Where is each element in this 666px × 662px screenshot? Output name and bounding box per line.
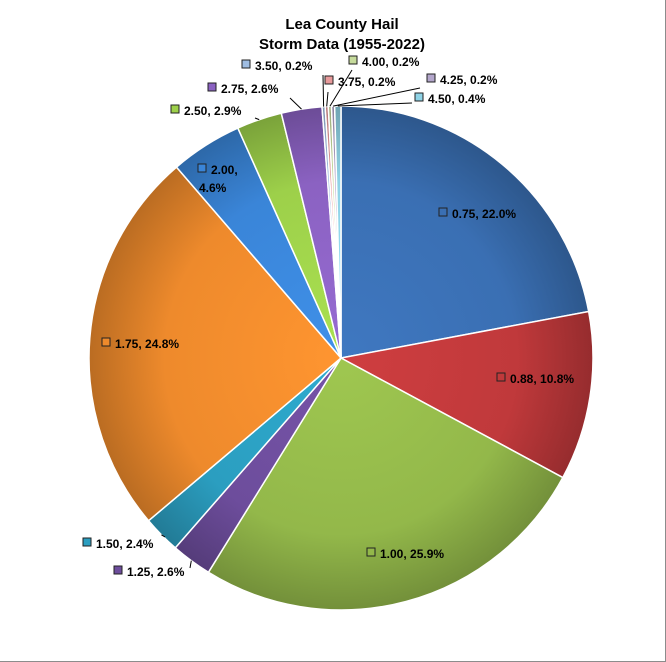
- data-label-2.75: 2.75, 2.6%: [207, 82, 279, 96]
- data-label-4.25: 4.25, 0.2%: [426, 73, 498, 87]
- label-text-1.25: 1.25, 2.6%: [127, 565, 185, 579]
- leader-line-4.25: [332, 87, 421, 107]
- slice-0.75: [340, 105, 590, 359]
- legend-key-1.25: [113, 565, 123, 575]
- chart-title: Lea County Hail: [285, 16, 398, 33]
- data-label-4.00: 4.00, 0.2%: [348, 55, 420, 69]
- leader-line-2.50: [254, 117, 260, 121]
- label-text-1.50: 1.50, 2.4%: [96, 537, 154, 551]
- legend-key-4.25: [426, 73, 436, 83]
- label-text-0.88: 0.88, 10.8%: [510, 372, 574, 386]
- leader-line-4.50: [337, 102, 413, 107]
- label-text-2.50: 2.50, 2.9%: [184, 104, 242, 118]
- leader-line-1.25: [189, 560, 192, 569]
- label-text-4.50: 4.50, 0.4%: [428, 92, 486, 106]
- data-label-1.50: 1.50, 2.4%: [82, 537, 154, 551]
- legend-key-1.50: [82, 537, 92, 547]
- slice-1.75: [88, 166, 343, 522]
- label-text-4.25: 4.25, 0.2%: [440, 73, 498, 87]
- slice-0.88: [338, 310, 594, 479]
- legend-key-1.75: [101, 337, 111, 347]
- leader-line-4.00: [329, 69, 353, 107]
- leader-line-3.75: [326, 91, 329, 107]
- label-text-0.75: 0.75, 22.0%: [452, 207, 516, 221]
- data-label-3.50: 3.50, 0.2%: [241, 59, 313, 73]
- legend-key-3.50: [241, 59, 251, 69]
- legend-key-1.00: [366, 547, 376, 557]
- legend-key-0.88: [496, 372, 506, 382]
- slice-1.00: [207, 357, 564, 611]
- data-label-1.25: 1.25, 2.6%: [113, 565, 185, 579]
- legend-key-2.75: [207, 82, 217, 92]
- data-label-1.00: 1.00, 25.9%: [366, 547, 444, 561]
- data-labels: 0.75, 22.0% 0.88, 10.8% 1.00, 25.9% 1.25, 2…: [82, 55, 574, 579]
- legend-key-4.00: [348, 55, 358, 65]
- leader-line-2.75: [289, 97, 302, 110]
- data-label-1.75: 1.75, 24.8%: [101, 337, 179, 351]
- legend-key-4.50: [414, 92, 424, 102]
- chart-subtitle: Storm Data (1955-2022): [259, 36, 425, 53]
- legend-key-0.75: [438, 207, 448, 217]
- label-text-2.75: 2.75, 2.6%: [221, 82, 279, 96]
- pie-slices: [88, 105, 594, 611]
- data-label-0.75: 0.75, 22.0%: [438, 207, 516, 221]
- data-label-4.50: 4.50, 0.4%: [414, 92, 486, 106]
- leader-line-1.50: [161, 534, 166, 538]
- legend-key-2.50: [170, 104, 180, 114]
- data-label-3.75: 3.75, 0.2%: [324, 75, 396, 89]
- legend-key-2.00: [197, 163, 207, 173]
- label-text-2.00: 2.00, 4.6%: [199, 163, 238, 195]
- label-text-1.75: 1.75, 24.8%: [115, 337, 179, 351]
- data-label-2.50: 2.50, 2.9%: [170, 104, 242, 118]
- label-text-4.00: 4.00, 0.2%: [362, 55, 420, 69]
- data-label-2.00: 2.00, 4.6%: [197, 163, 238, 195]
- label-text-1.00: 1.00, 25.9%: [380, 547, 444, 561]
- label-text-3.75: 3.75, 0.2%: [338, 75, 396, 89]
- legend-key-3.75: [324, 75, 334, 85]
- label-text-3.50: 3.50, 0.2%: [255, 59, 313, 73]
- leader-lines: [161, 69, 421, 569]
- data-label-0.88: 0.88, 10.8%: [496, 372, 574, 386]
- leader-line-3.50: [322, 74, 325, 107]
